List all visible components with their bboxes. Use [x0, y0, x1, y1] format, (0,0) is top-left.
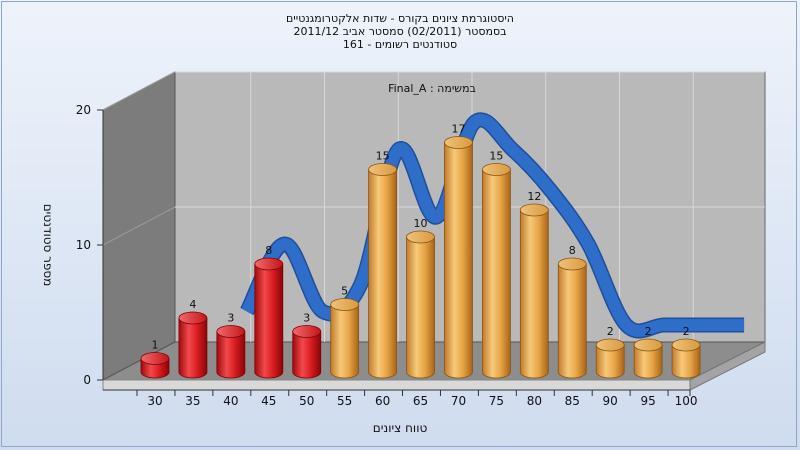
x-tick-label: 80: [527, 394, 542, 408]
chart-subtitle: במשימה : Final_A: [388, 82, 476, 95]
bar-body: [406, 236, 435, 379]
data-labels: 1 4 3 8 3 5 15 10 17 15 12 8 2 2 2: [152, 123, 690, 352]
bar-body: [482, 169, 511, 379]
bar-body: [330, 304, 360, 379]
bar-top: [330, 298, 360, 311]
x-tick-label: 45: [261, 394, 276, 408]
bar: [292, 325, 322, 379]
data-label: 2: [645, 325, 652, 338]
bar-body: [519, 209, 549, 379]
bar-top: [671, 338, 701, 352]
bar: [671, 338, 701, 379]
bar-top: [140, 352, 170, 365]
trend-ribbon-line: [241, 113, 745, 337]
bar-top: [595, 338, 625, 352]
x-tick-label: 90: [603, 394, 618, 408]
bar-top: [557, 257, 587, 271]
y-tick-label: 20: [76, 103, 91, 117]
bar: [140, 352, 170, 379]
x-axis: 30 35 40 45 50 55 60 65 70 75 80 85 90 95 100: [103, 389, 698, 408]
floor-front-edge: [102, 379, 691, 391]
bar-body: [444, 142, 473, 379]
bar-top: [519, 203, 549, 217]
chart-title-line-3: סטודנטים רשומים - 161: [343, 38, 457, 51]
x-tick-label: 70: [451, 394, 466, 408]
data-label: 10: [414, 217, 428, 230]
chart-title-line-1: היסטוגרמת ציונים בקורס - שדות אלקטרומגנט…: [286, 12, 514, 25]
x-tick-label: 85: [565, 394, 580, 408]
bar: [481, 163, 511, 379]
data-label: 8: [265, 244, 272, 257]
bar-top: [292, 325, 322, 338]
x-tick-label: 30: [147, 394, 162, 408]
bar: [368, 163, 398, 379]
bar-body: [671, 344, 701, 379]
x-tick-label: 100: [675, 394, 698, 408]
bar: [216, 325, 246, 379]
x-tick-label: 75: [489, 394, 504, 408]
y-tick-label: 10: [76, 238, 91, 252]
y-tick-label: 0: [83, 373, 91, 387]
bar-top: [254, 257, 284, 271]
x-tick-label: 35: [185, 394, 200, 408]
data-label: 2: [607, 325, 614, 338]
gridline-side: [102, 206, 176, 246]
floor-right-edge: [689, 341, 766, 391]
bar: [330, 298, 360, 379]
bar: [444, 136, 473, 379]
bar-top: [368, 163, 398, 176]
data-label: 5: [341, 285, 348, 298]
bar-body: [216, 331, 246, 379]
bar-top: [216, 325, 246, 338]
data-label: 3: [303, 312, 310, 325]
bar-top: [481, 163, 511, 176]
x-tick-label: 50: [299, 394, 314, 408]
bar: [557, 257, 587, 379]
bar: [633, 338, 663, 379]
x-tick-label: 65: [413, 394, 428, 408]
bar: [595, 338, 625, 379]
x-tick-label: 95: [640, 394, 655, 408]
bar-body: [595, 344, 625, 379]
data-label: 2: [683, 325, 690, 338]
bar-top: [444, 136, 473, 149]
bar: [178, 311, 208, 379]
bar-body: [292, 331, 322, 379]
data-label: 4: [189, 298, 196, 311]
bar-top: [633, 338, 663, 352]
bar: [519, 203, 549, 379]
x-axis-title: טווח ציונים: [373, 421, 428, 435]
chart-title-line-2: בסמסטר (02/2011) סמסטר אביב 2011/12: [293, 25, 506, 38]
data-label: 17: [451, 123, 465, 136]
gridline-side: [102, 71, 176, 111]
bar-body: [557, 263, 587, 379]
x-tick-label: 55: [337, 394, 352, 408]
bar-body: [368, 169, 397, 379]
bar-body: [178, 317, 208, 379]
x-tick-label: 60: [375, 394, 390, 408]
bar-top: [178, 311, 208, 325]
data-label: 15: [489, 150, 503, 163]
y-axis: 0 10 20: [76, 103, 104, 387]
trend-ribbon: [240, 112, 745, 339]
data-label: 1: [152, 339, 159, 352]
bar-body: [254, 263, 284, 379]
data-label: 8: [569, 244, 576, 257]
bar-top: [406, 230, 435, 244]
bars: [140, 136, 701, 379]
data-label: 3: [227, 312, 234, 325]
y-axis-title: מספר סטודנטים: [41, 204, 55, 287]
bar: [406, 230, 435, 379]
data-label: 12: [527, 190, 541, 203]
bar: [254, 257, 284, 379]
data-label: 15: [376, 150, 390, 163]
x-tick-label: 40: [223, 394, 238, 408]
bar-body: [633, 344, 663, 379]
